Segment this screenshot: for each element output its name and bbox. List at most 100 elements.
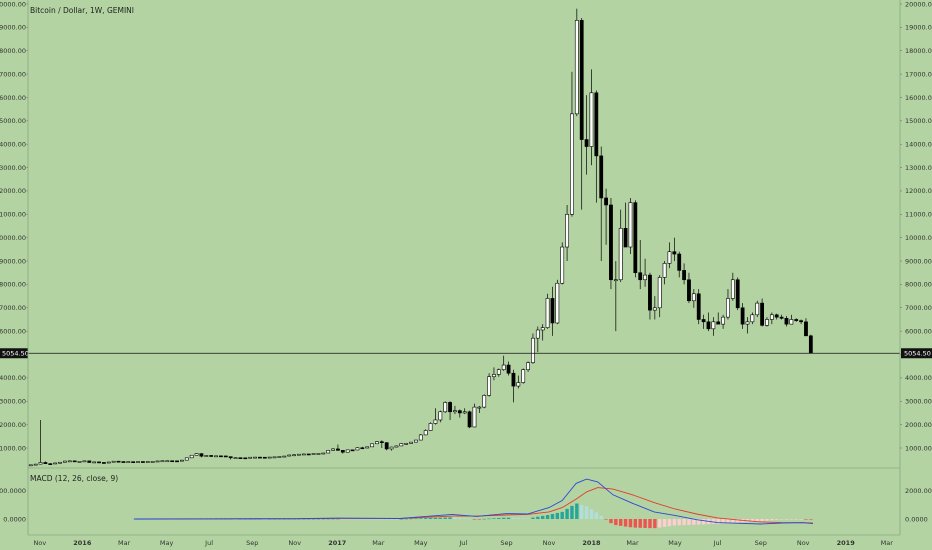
- candle-body: [404, 443, 409, 445]
- time-tick-label: Mar: [372, 539, 385, 547]
- candle-down: [579, 18, 584, 210]
- candle-body: [350, 449, 355, 452]
- candle-up: [414, 439, 418, 443]
- candle-body: [136, 461, 140, 463]
- candle-body: [301, 453, 306, 456]
- candle-body: [726, 298, 730, 318]
- price-tick-label-right: 18000.00: [905, 47, 932, 55]
- macd-label: MACD (12, 26, close, 9): [30, 474, 118, 483]
- candle-up: [745, 317, 750, 334]
- candle-body: [462, 411, 467, 414]
- candle-body: [63, 460, 67, 463]
- candle-up: [560, 242, 565, 285]
- macd-histogram-bar: [677, 519, 681, 526]
- candle-body: [375, 441, 379, 445]
- candle-body: [691, 293, 696, 302]
- candle-down: [141, 461, 145, 463]
- time-tick-label: Nov: [543, 539, 556, 547]
- time-tick-label: May: [414, 539, 428, 547]
- candle-body: [477, 406, 482, 409]
- candle-body: [745, 321, 750, 325]
- candle-body: [501, 364, 506, 371]
- macd-histogram-bar: [365, 518, 369, 520]
- candle-body: [141, 461, 145, 463]
- macd-histogram-bar: [667, 519, 672, 527]
- candle-down: [243, 457, 248, 460]
- price-tick-label-right: 13000.00: [905, 164, 932, 172]
- candle-down: [701, 314, 706, 329]
- candle-body: [165, 460, 170, 463]
- candle-up: [111, 460, 116, 463]
- last-price-label-left-bg: [0, 348, 28, 359]
- candle-up: [272, 456, 277, 459]
- candle-body: [194, 453, 199, 456]
- candle-up: [409, 441, 413, 444]
- candle-body: [204, 455, 209, 457]
- candle-body: [126, 461, 131, 463]
- macd-histogram-bar: [355, 518, 360, 520]
- price-tick-label-left: 7000.00: [0, 304, 26, 312]
- candle-body: [433, 419, 438, 424]
- macd-histogram-bar: [697, 519, 701, 525]
- candle-body: [784, 318, 789, 325]
- candle-up: [472, 403, 477, 428]
- candle-down: [799, 319, 803, 325]
- candle-body: [414, 439, 418, 443]
- macd-histogram-bar: [521, 518, 525, 519]
- macd-histogram-bar: [716, 519, 720, 524]
- macd-histogram-bar: [736, 519, 740, 523]
- candle-body: [38, 462, 43, 465]
- macd-histogram-bar: [438, 517, 443, 519]
- price-tick-label-left: 19000.00: [0, 24, 26, 32]
- candle-body: [155, 460, 160, 463]
- macd-histogram-bar: [302, 518, 306, 520]
- macd-histogram-bar: [770, 519, 774, 521]
- macd-histogram-bar: [794, 519, 798, 520]
- macd-axis: 2000.0000 2000.0000 0.0000 0.0000: [0, 487, 932, 524]
- candle-body: [33, 463, 38, 466]
- candle-down: [223, 455, 228, 458]
- candle-body: [170, 460, 175, 463]
- candle-body: [531, 337, 535, 364]
- macd-histogram-bar: [467, 518, 472, 520]
- candle-up: [496, 368, 501, 377]
- candle-up: [438, 410, 443, 423]
- time-tick-label: Mar: [626, 539, 639, 547]
- time-tick-label: Jul: [204, 539, 213, 547]
- candle-body: [448, 402, 452, 413]
- candle-down: [584, 95, 589, 175]
- candle-body: [399, 443, 404, 447]
- candle-down: [682, 263, 686, 285]
- macd-histogram-bar: [384, 518, 389, 520]
- candle-body: [740, 307, 745, 325]
- candle-body: [638, 272, 643, 281]
- candle-body: [565, 214, 569, 248]
- candle-down: [735, 277, 740, 311]
- candle-down: [706, 312, 711, 332]
- candle-up: [311, 453, 316, 455]
- candle-body: [672, 251, 677, 255]
- candle-down: [779, 314, 784, 320]
- candle-body: [618, 228, 623, 281]
- candle-body: [657, 277, 662, 309]
- macd-histogram-bar: [687, 519, 691, 525]
- price-tick-label-left: 10000.00: [0, 234, 26, 242]
- price-tick-label-right: 16000.00: [905, 94, 932, 102]
- price-tick-label-left: 12000.00: [0, 187, 26, 195]
- candle-up: [292, 454, 296, 457]
- candle-down: [804, 318, 808, 337]
- macd-histogram-bar: [331, 518, 335, 520]
- time-tick-label: Jul: [458, 539, 467, 547]
- macd-histogram-bar: [350, 518, 355, 520]
- candle-up: [662, 261, 667, 285]
- macd-histogram-bar: [462, 518, 467, 519]
- candle-up: [106, 461, 111, 464]
- time-tick-label: Mar: [118, 539, 131, 547]
- candle-body: [687, 279, 691, 302]
- candle-body: [43, 462, 48, 464]
- candle-body: [545, 298, 550, 328]
- macd-line: [133, 478, 813, 525]
- macd-tick-label-left: 2000.0000: [0, 487, 26, 495]
- candle-body: [574, 20, 579, 115]
- candle-body: [92, 461, 97, 464]
